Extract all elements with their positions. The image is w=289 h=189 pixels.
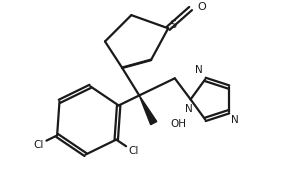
Text: OH: OH <box>171 119 187 129</box>
Text: O: O <box>197 2 206 12</box>
Text: S: S <box>169 20 177 30</box>
Text: Cl: Cl <box>129 146 139 156</box>
Text: Cl: Cl <box>33 140 43 150</box>
Text: N: N <box>185 104 193 114</box>
Text: N: N <box>195 65 203 75</box>
Text: N: N <box>231 115 239 125</box>
Polygon shape <box>139 95 157 125</box>
